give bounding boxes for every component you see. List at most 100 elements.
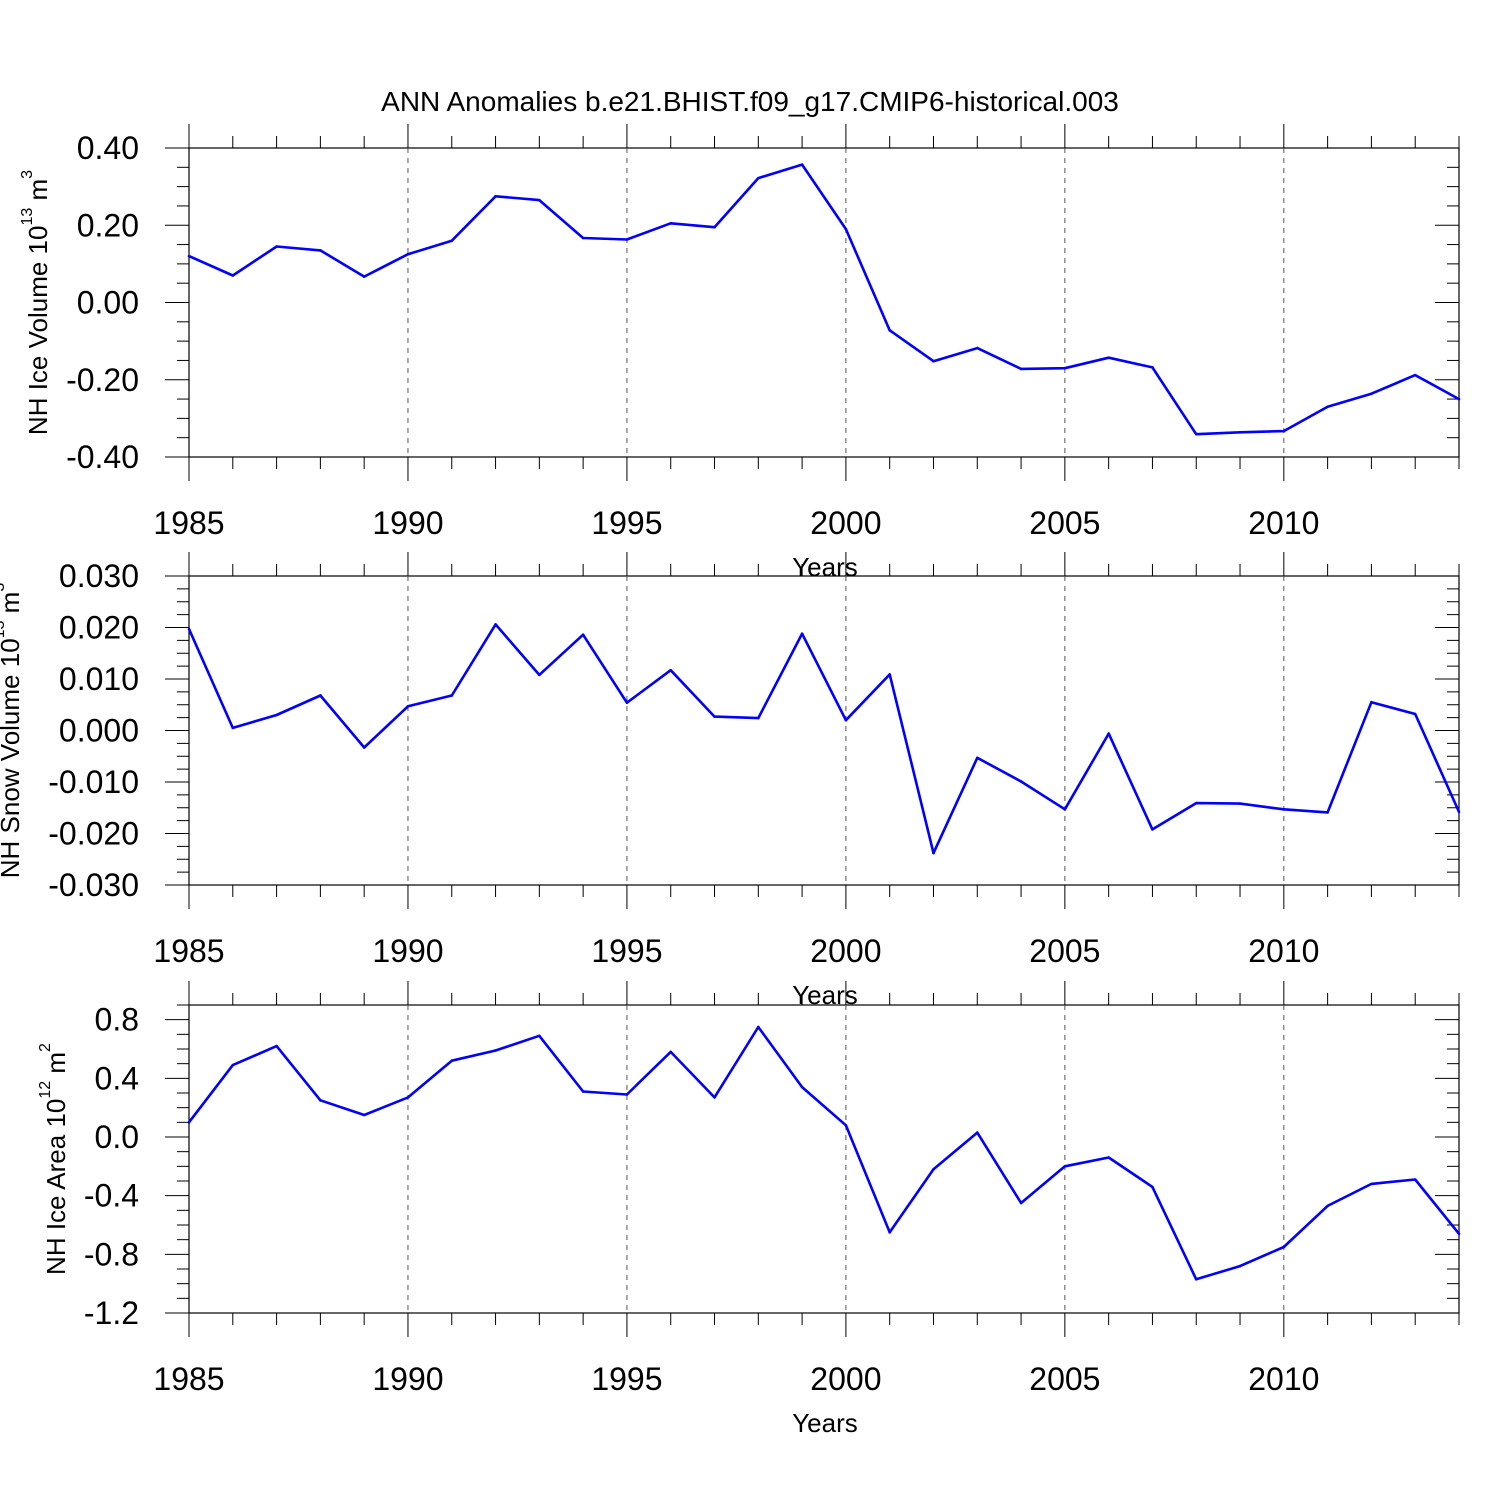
data-point [1238, 1264, 1242, 1268]
data-point [187, 254, 191, 258]
y-tick-label: -0.4 [84, 1178, 139, 1214]
y-tick-label: 0.00 [77, 285, 139, 321]
data-point [1457, 397, 1461, 401]
data-point [231, 1063, 235, 1067]
data-point [1151, 366, 1154, 369]
data-point [625, 238, 629, 241]
chart-title: ANN Anomalies b.e21.BHIST.f09_g17.CMIP6-… [381, 86, 1119, 117]
data-point [494, 194, 497, 198]
data-point [669, 222, 673, 225]
panel-1: 1985 1990 1995 2000 2005 2010 Years 0.40 0.20 0.0… [19, 124, 1461, 582]
y-axis-title-superscript: 13 [0, 620, 8, 638]
panel-2: 1985 1990 1995 2000 2005 2010 Years 0.030 0.020 0… [0, 552, 1461, 1010]
data-point [231, 274, 235, 277]
data-point [1063, 807, 1067, 811]
y-axis-title-part: m [0, 592, 25, 621]
data-point [800, 163, 804, 166]
data-point [1151, 1185, 1154, 1189]
x-axis-title: Years [792, 1408, 858, 1438]
data-point [1063, 366, 1067, 370]
data-point [1019, 1201, 1023, 1205]
data-point [1457, 810, 1461, 814]
y-axis-title-part: NH Ice Volume 10 [23, 226, 53, 436]
data-point [1107, 732, 1110, 735]
y-tick-label: -0.8 [84, 1236, 139, 1272]
data-point [932, 851, 935, 855]
y-tick-label: 0.20 [77, 207, 139, 243]
data-point [1457, 1232, 1461, 1236]
data-point [800, 632, 804, 635]
y-tick-label: -0.20 [66, 362, 139, 398]
data-point [406, 704, 410, 708]
data-point [713, 225, 716, 229]
y-axis-title-superscript: 13 [19, 208, 36, 226]
data-point [1413, 1178, 1417, 1181]
data-point [888, 329, 891, 332]
x-tick-label: 2005 [1029, 505, 1100, 541]
x-tick-label: 2000 [810, 505, 881, 541]
x-tick-label: 1985 [153, 1361, 224, 1397]
data-point [975, 756, 979, 760]
data-point [932, 1167, 935, 1171]
x-tick-label: 2000 [810, 933, 881, 969]
data-point [538, 1034, 541, 1038]
data-point [1019, 367, 1023, 371]
y-tick-label: 0.8 [95, 1002, 139, 1038]
data-point [275, 245, 278, 248]
plot-frame [188, 1004, 1460, 1314]
y-tick-label: -0.030 [48, 867, 139, 903]
data-point [581, 633, 585, 637]
data-point [713, 1096, 716, 1099]
data-point [494, 1049, 497, 1052]
data-point [844, 227, 848, 231]
data-point [494, 623, 497, 626]
plot-frame [188, 575, 1460, 886]
data-point [581, 1090, 585, 1093]
data-point [1019, 780, 1023, 783]
panel-3: 1985 1990 1995 2000 2005 2010 Years 0.8 0.4 0.0 -0… [37, 981, 1461, 1438]
y-tick-label: 0.020 [59, 610, 139, 646]
x-tick-label: 1990 [372, 1361, 443, 1397]
series-line [187, 623, 1461, 855]
data-point [319, 1099, 322, 1102]
data-point [1413, 373, 1417, 377]
x-tick-label: 2005 [1029, 933, 1100, 969]
data-point [844, 1123, 848, 1127]
data-point [231, 726, 235, 730]
data-point [757, 1025, 760, 1029]
data-point [1326, 1204, 1329, 1208]
data-point [1194, 432, 1198, 436]
data-point [713, 715, 716, 718]
data-point [1107, 356, 1110, 360]
x-tick-label: 2005 [1029, 1361, 1100, 1397]
y-axis-title-part: NH Snow Volume 10 [0, 638, 25, 878]
data-point [888, 1231, 891, 1234]
x-tick-label: 2010 [1248, 505, 1319, 541]
data-point [406, 1096, 410, 1099]
y-axis-title: NH Ice Volume 1013 m3 [19, 170, 53, 435]
data-point [187, 627, 191, 631]
data-point [538, 673, 541, 677]
data-point [1282, 1245, 1286, 1249]
data-point [1370, 392, 1373, 395]
x-tick-label: 1995 [591, 933, 662, 969]
y-tick-label: -0.020 [48, 816, 139, 852]
data-point [888, 673, 891, 676]
data-point [800, 1085, 804, 1089]
data-point [319, 249, 322, 252]
x-tick-label: 2000 [810, 1361, 881, 1397]
data-point [275, 1044, 278, 1048]
x-tick-label: 1995 [591, 505, 662, 541]
data-point [1326, 405, 1329, 409]
data-point [844, 718, 848, 722]
data-point [1370, 1182, 1373, 1186]
data-point [1282, 807, 1286, 811]
x-tick-label: 1995 [591, 1361, 662, 1397]
y-axis-title-part: m [41, 1052, 71, 1081]
data-point [538, 198, 541, 202]
y-tick-label: 0.0 [95, 1119, 139, 1155]
data-point [362, 746, 366, 749]
data-point [1238, 802, 1242, 805]
x-tick-label: 1990 [372, 933, 443, 969]
